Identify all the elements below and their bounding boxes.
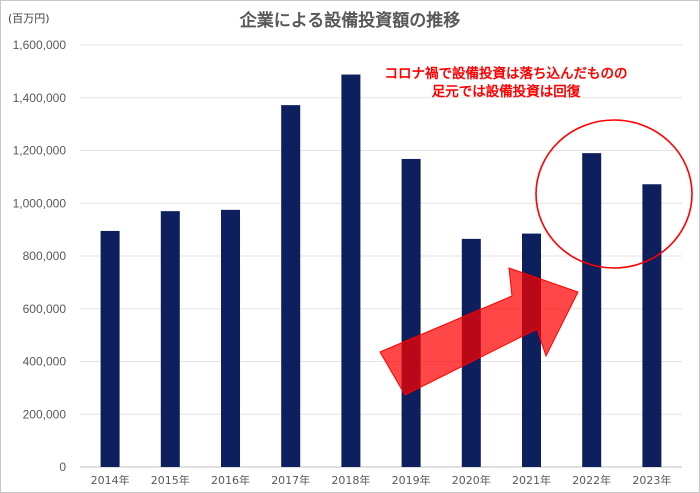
bar-2017年: [281, 105, 301, 467]
x-tick-label: 2020年: [452, 473, 491, 487]
highlight-circle: [535, 119, 693, 269]
x-tick-label: 2019年: [392, 473, 431, 487]
bar-2022年: [582, 153, 602, 467]
y-tick-label: 1,600,000: [13, 38, 67, 52]
x-tick-label: 2017年: [271, 473, 310, 487]
x-tick-label: 2018年: [331, 473, 370, 487]
bar-2021年: [522, 233, 541, 467]
bar-2015年: [160, 211, 180, 467]
bar-2019年: [401, 158, 421, 467]
y-tick-label: 0: [59, 460, 66, 474]
y-tick-label: 1,400,000: [13, 91, 67, 105]
annotation-line-1: コロナ禍で設備投資は落ち込んだものの: [385, 65, 628, 82]
annotation-line-2: 足元では設備投資は回復: [432, 83, 581, 100]
x-tick-label: 2015年: [151, 473, 190, 487]
x-tick-label: 2023年: [632, 473, 671, 487]
x-axis-ticks: 2014年 2015年 2016年 2017年 2018年 2019年 2020年 2021年…: [91, 473, 672, 487]
y-tick-label: 1,000,000: [13, 196, 67, 210]
y-axis-ticks: 0 200,000 400,000 600,000 800,000 1,000,000 1,…: [13, 38, 67, 474]
bars: [100, 74, 662, 467]
bar-2014年: [100, 230, 120, 467]
y-tick-label: 600,000: [23, 302, 67, 316]
chart-title: 企業による設備投資額の推移: [239, 10, 461, 31]
gridlines: [80, 44, 682, 468]
y-tick-label: 400,000: [23, 355, 67, 369]
x-tick-label: 2021年: [512, 473, 551, 487]
highlight-arrow: [379, 267, 579, 396]
unit-label: (百万円): [8, 12, 50, 25]
y-tick-label: 200,000: [23, 407, 67, 421]
bar-2016年: [221, 209, 240, 467]
y-tick-label: 800,000: [23, 249, 67, 263]
x-tick-label: 2022年: [572, 473, 611, 487]
bar-2018年: [341, 74, 361, 467]
y-tick-label: 1,200,000: [13, 144, 67, 158]
x-tick-label: 2014年: [91, 473, 130, 487]
x-tick-label: 2016年: [211, 473, 250, 487]
bar-2023年: [642, 184, 662, 467]
